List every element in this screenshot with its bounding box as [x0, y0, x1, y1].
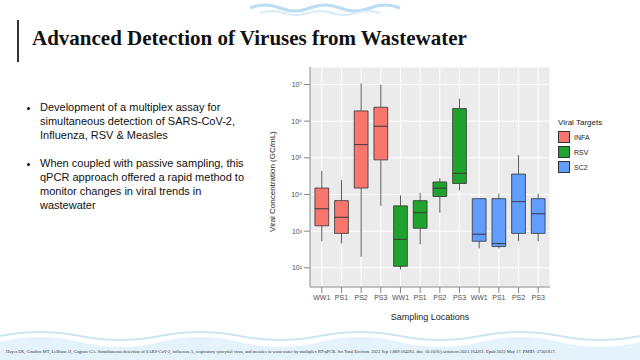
html-text:INFA: INFA: [574, 133, 590, 141]
svg-text:PS1: PS1: [492, 294, 505, 301]
svg-text:10²: 10²: [292, 264, 303, 271]
svg-text:Sampling Locations: Sampling Locations: [391, 312, 470, 322]
svg-text:10⁴: 10⁴: [291, 191, 302, 198]
svg-text:WW1: WW1: [471, 294, 488, 301]
html-text:Viral Targets: Viral Targets: [558, 118, 603, 127]
html-text:Development of a multiplex ass: Development of a multiplex assay for sim…: [40, 101, 235, 141]
svg-text:PS3: PS3: [453, 294, 466, 301]
svg-text:Viral Concentration (GC/mL): Viral Concentration (GC/mL): [268, 131, 277, 232]
svg-text:PS3: PS3: [374, 294, 387, 301]
html-text:Advanced Detection of Viruses: Advanced Detection of Viruses from Waste…: [32, 26, 467, 50]
svg-text:10⁷: 10⁷: [292, 81, 303, 88]
svg-text:WW1: WW1: [313, 294, 330, 301]
svg-text:PS1: PS1: [335, 294, 348, 301]
svg-text:10⁵: 10⁵: [291, 154, 302, 161]
svg-text:10³: 10³: [292, 228, 303, 235]
svg-text:PS2: PS2: [433, 294, 446, 301]
svg-text:10⁶: 10⁶: [291, 118, 302, 125]
html-text:SC2: SC2: [574, 163, 588, 171]
html-text:Hayes EK, Gouthro MT, LeBlanc: Hayes EK, Gouthro MT, LeBlanc JJ, Gagnon…: [6, 349, 556, 354]
svg-text:WW1: WW1: [392, 294, 409, 301]
html-text:When coupled with passive samp: When coupled with passive sampling, this…: [40, 157, 244, 211]
html-text:RSV: RSV: [574, 148, 589, 156]
svg-text:PS2: PS2: [512, 294, 525, 301]
svg-text:PS2: PS2: [355, 294, 368, 301]
svg-text:PS3: PS3: [532, 294, 545, 301]
svg-text:PS1: PS1: [414, 294, 427, 301]
